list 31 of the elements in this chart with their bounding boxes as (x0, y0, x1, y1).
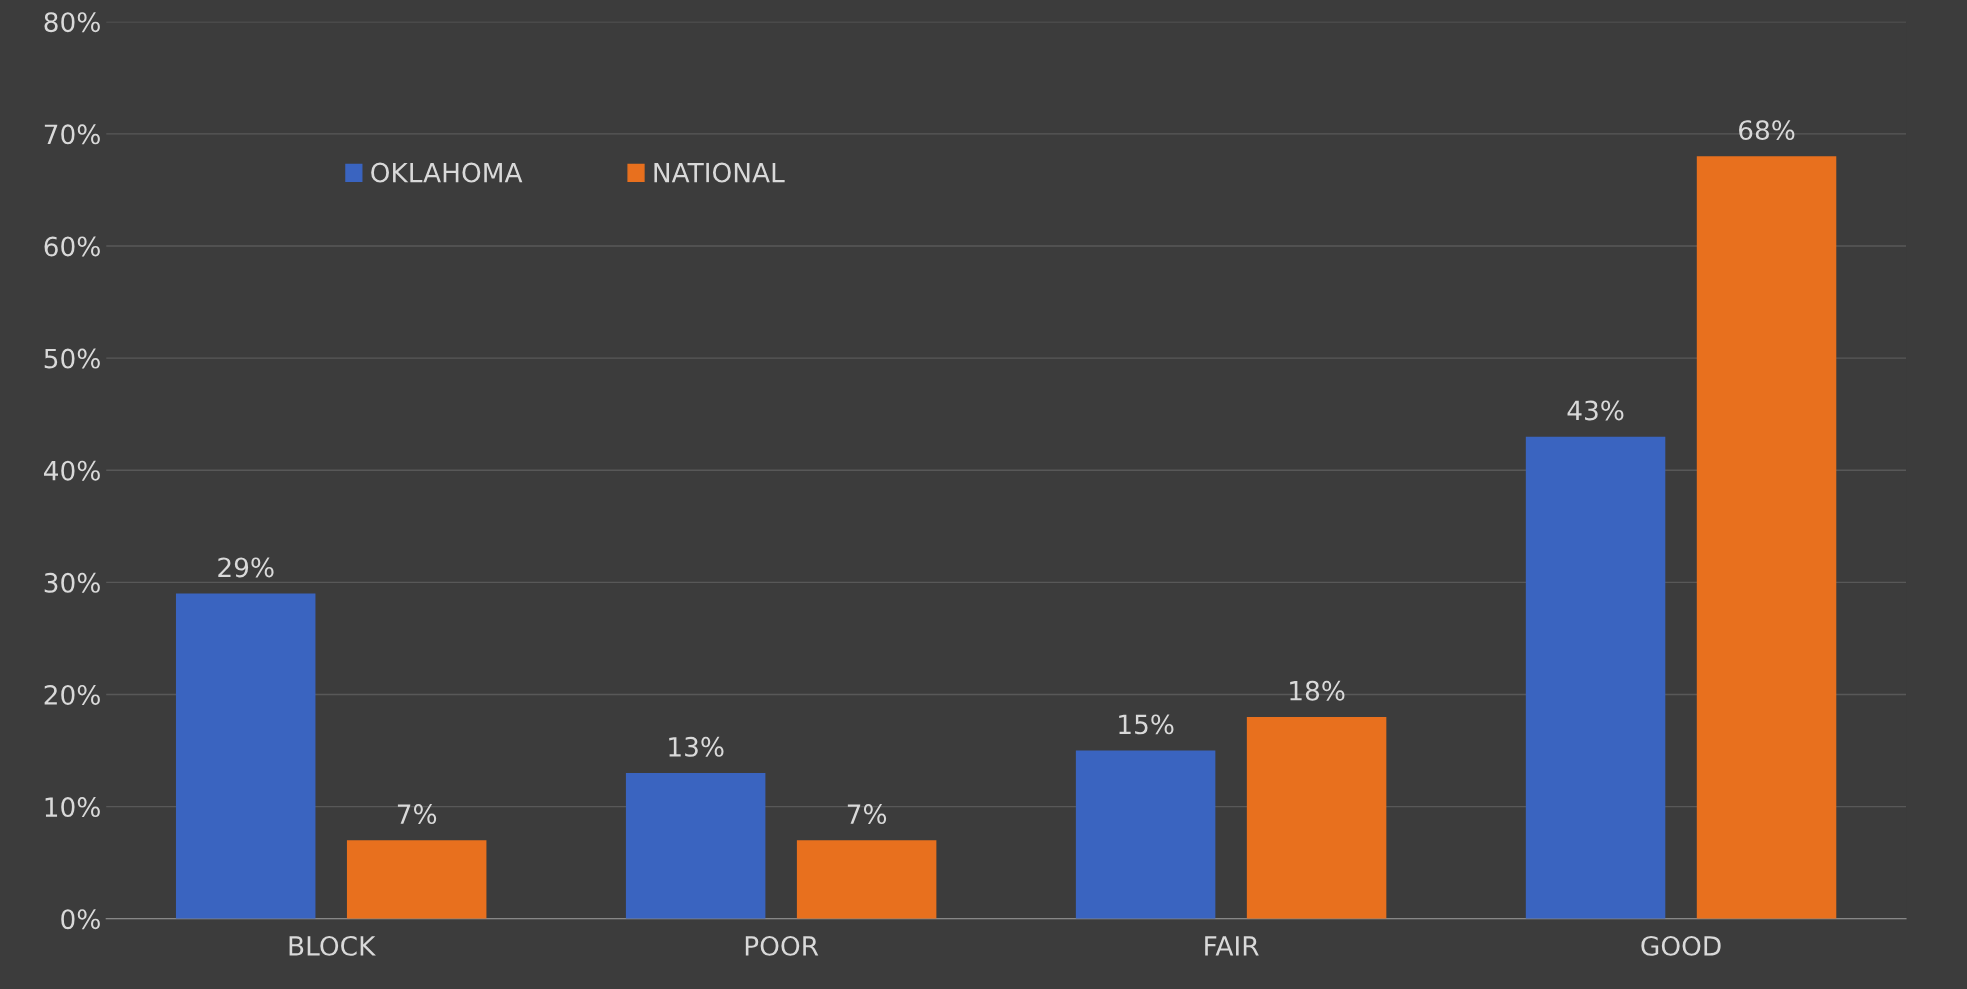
bar (346, 840, 487, 919)
y-tick-label: 70% (44, 124, 100, 145)
data-label: 43% (1567, 400, 1624, 421)
x-tick-label: GOOD (1641, 935, 1721, 956)
data-label: 7% (847, 804, 887, 825)
y-tick-label: 20% (44, 684, 100, 705)
legend-label: NATIONAL (654, 162, 785, 183)
bar (175, 593, 316, 919)
bar (796, 840, 937, 919)
y-tick-label: 60% (44, 236, 100, 257)
bar (1696, 156, 1837, 919)
y-tick-label: 50% (44, 348, 100, 369)
data-label: 7% (397, 804, 437, 825)
bar (1525, 436, 1666, 919)
y-tick-label: 80% (44, 12, 100, 33)
x-tick-label: FAIR (1205, 936, 1259, 956)
bar (625, 773, 766, 919)
x-tick-label: POOR (745, 935, 819, 956)
bar (1075, 750, 1216, 919)
data-label: 18% (1290, 680, 1345, 701)
y-tick-label: 10% (45, 797, 100, 818)
data-label: 29% (218, 557, 274, 578)
y-tick-label: 30% (44, 572, 100, 593)
y-tick-label: 0% (61, 909, 100, 930)
data-label: 13% (669, 736, 724, 757)
data-label: 68% (1739, 120, 1795, 141)
legend-label: OKLAHOMA (371, 162, 523, 183)
x-tick-label: BLOCK (289, 935, 376, 956)
y-tick-label: 40% (43, 460, 100, 481)
data-label: 15% (1119, 714, 1174, 735)
bar (1246, 716, 1387, 919)
